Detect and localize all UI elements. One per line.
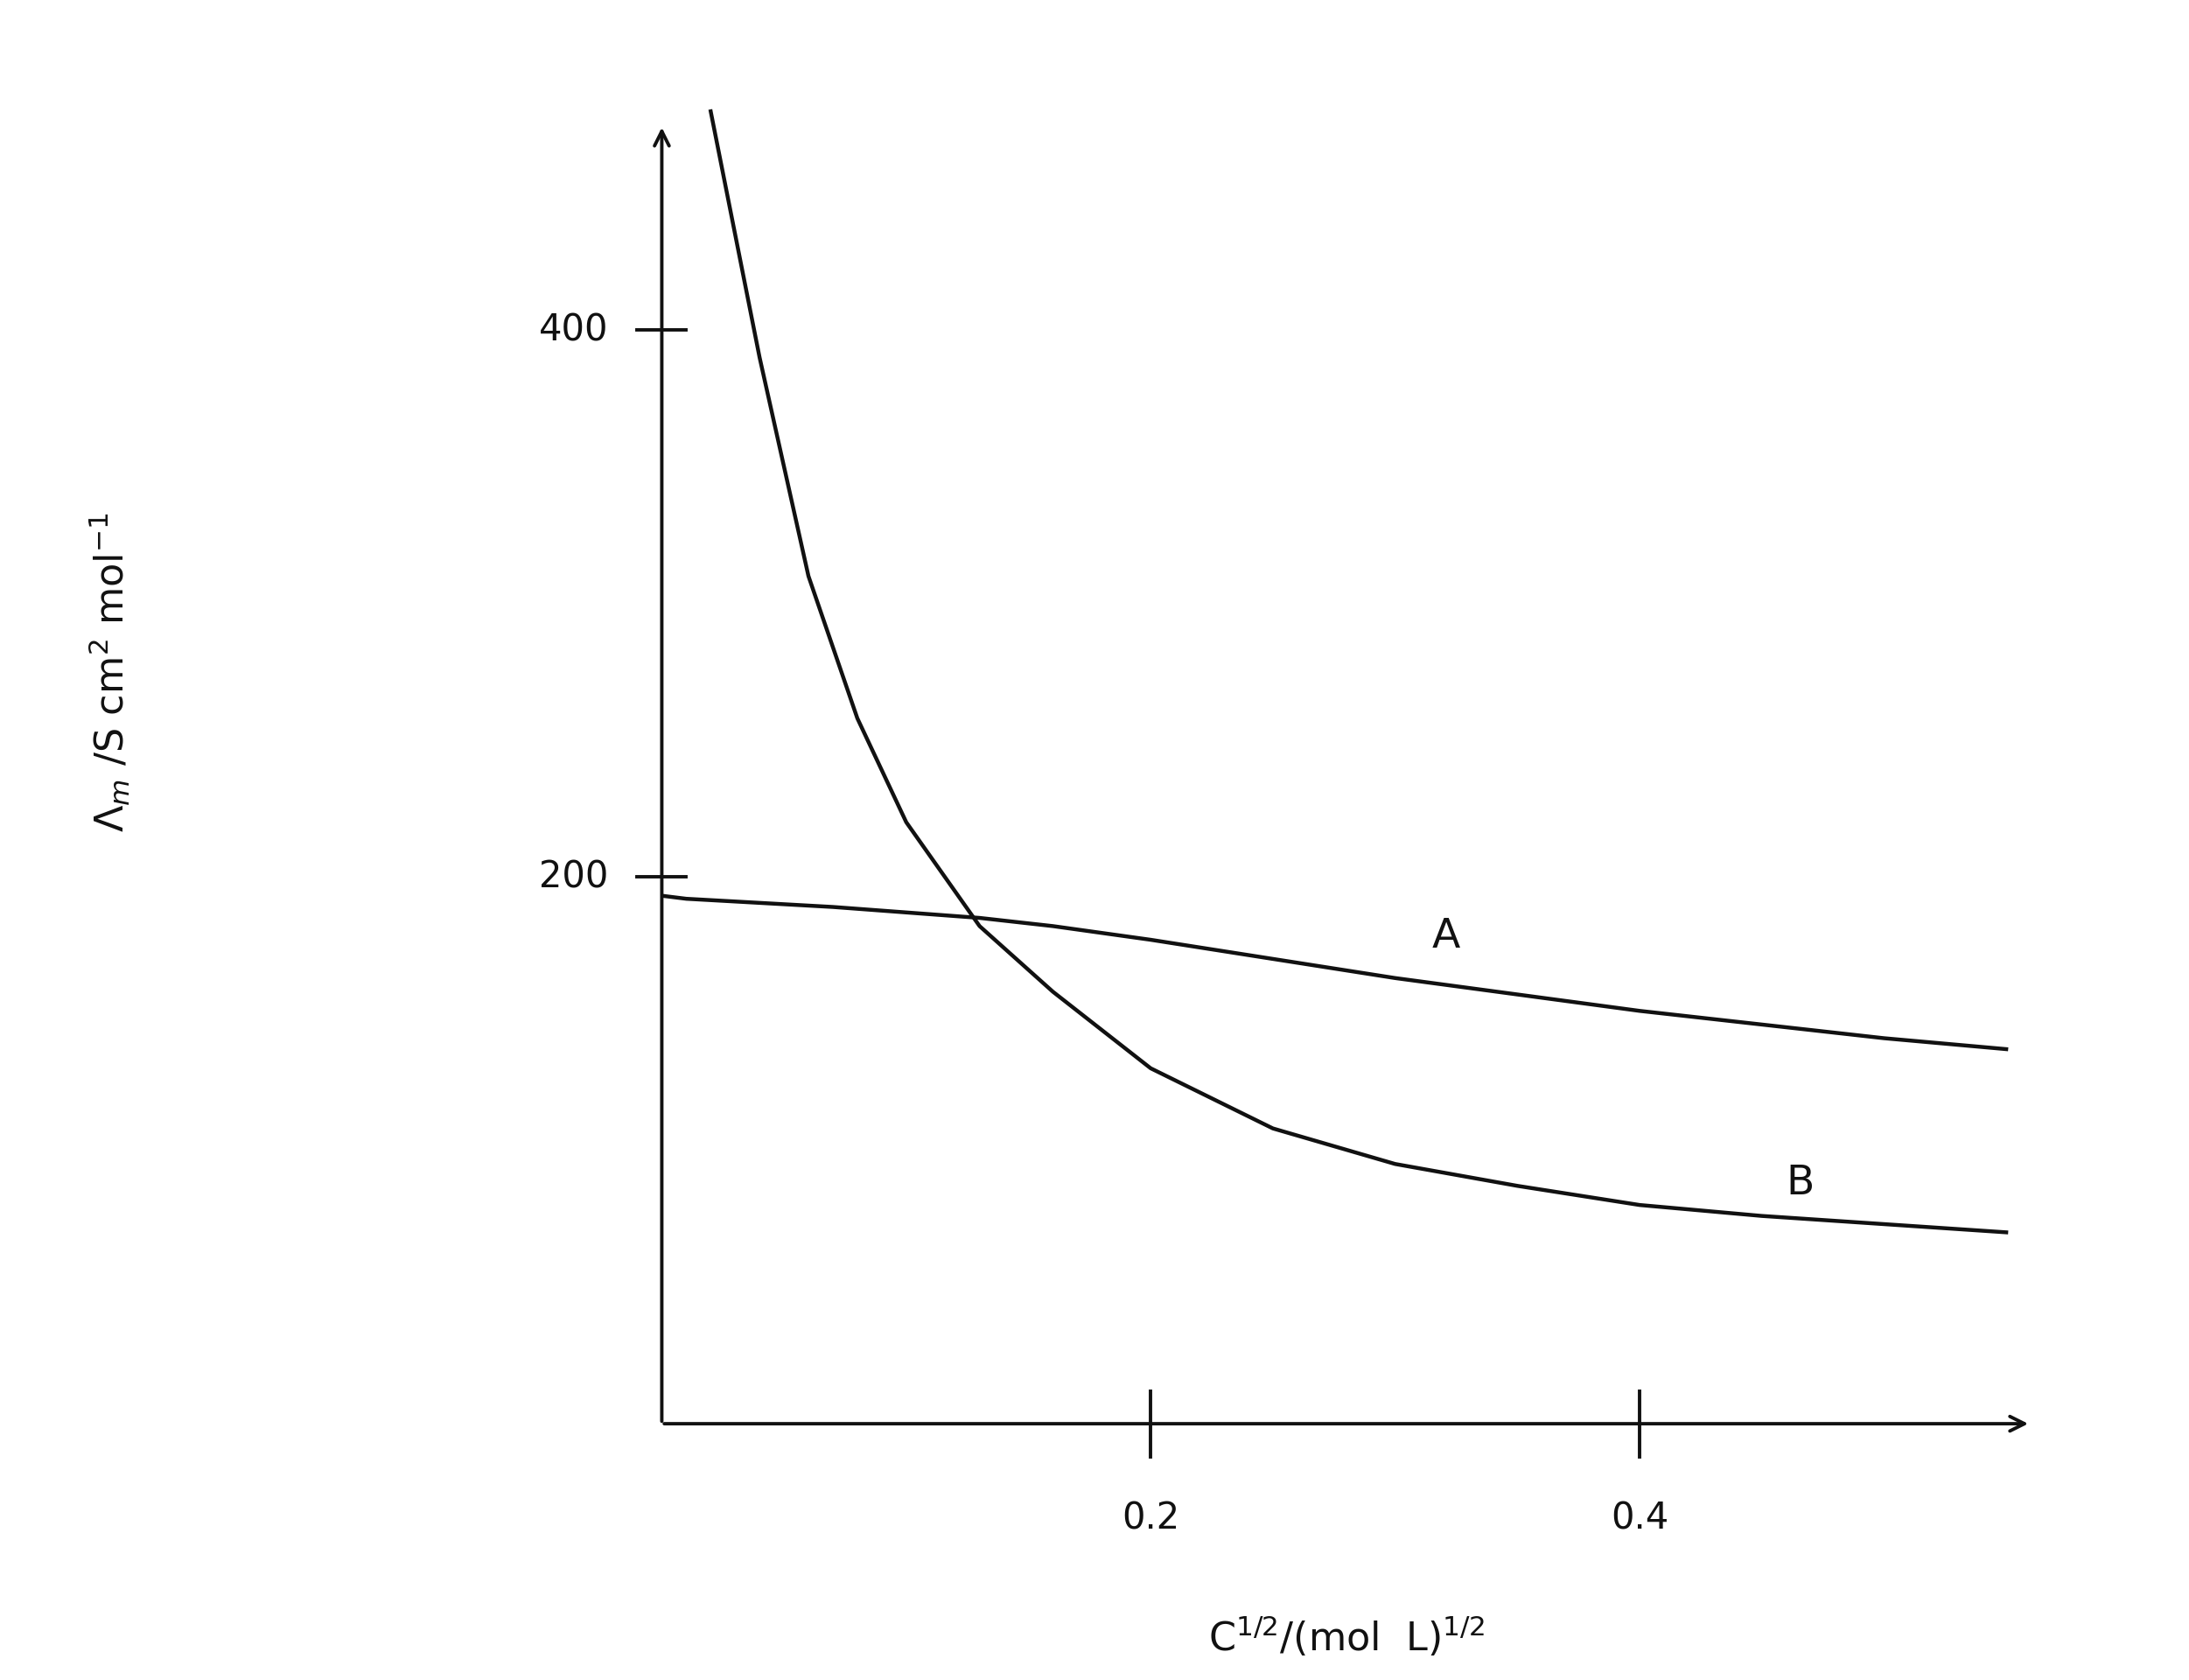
- Text: 200: 200: [538, 858, 609, 895]
- Text: 0.2: 0.2: [1121, 1500, 1180, 1537]
- Text: 400: 400: [538, 312, 609, 348]
- Text: C$^{1/2}$/(mol  L)$^{1/2}$: C$^{1/2}$/(mol L)$^{1/2}$: [1208, 1614, 1484, 1660]
- Text: A: A: [1432, 917, 1460, 956]
- Text: $\Lambda_m$ /S cm$^2$ mol$^{-1}$: $\Lambda_m$ /S cm$^2$ mol$^{-1}$: [88, 512, 131, 832]
- Text: 0.4: 0.4: [1611, 1500, 1668, 1537]
- Text: B: B: [1786, 1164, 1815, 1203]
